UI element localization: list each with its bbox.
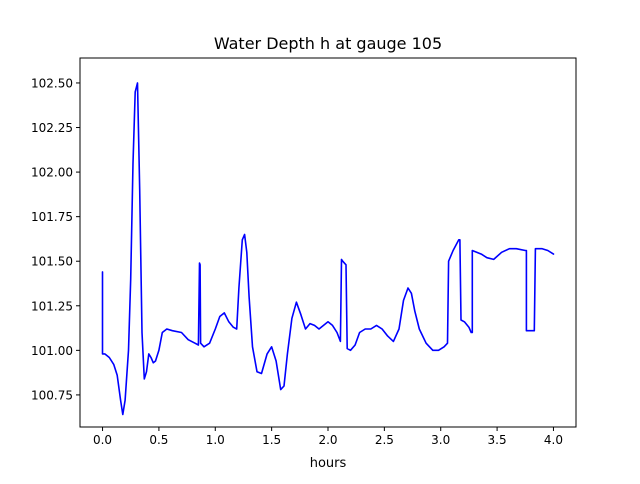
y-axis: 100.75 101.00 101.25 101.50 101.75 102.00 102.… xyxy=(31,76,80,402)
x-axis-label: hours xyxy=(310,456,347,471)
x-tick-label: 2.0 xyxy=(318,433,337,447)
x-tick-label: 0.0 xyxy=(93,433,112,447)
x-tick-label: 2.5 xyxy=(375,433,394,447)
plot-area xyxy=(101,82,555,416)
y-tick-label: 102.00 xyxy=(31,166,73,180)
x-tick-label: 0.5 xyxy=(149,433,168,447)
x-tick-label: 1.5 xyxy=(262,433,281,447)
y-tick-label: 100.75 xyxy=(31,388,73,402)
y-tick-label: 101.00 xyxy=(31,344,73,358)
series-line xyxy=(101,82,555,416)
x-tick-label: 4.0 xyxy=(544,433,563,447)
y-tick-label: 102.50 xyxy=(31,76,73,90)
x-tick-label: 3.0 xyxy=(431,433,450,447)
y-tick-label: 102.25 xyxy=(31,121,73,135)
chart-title: Water Depth h at gauge 105 xyxy=(214,34,442,53)
x-tick-label: 1.0 xyxy=(206,433,225,447)
x-axis: 0.0 0.5 1.0 1.5 2.0 2.5 3.0 3.5 4.0 xyxy=(93,427,563,447)
y-tick-label: 101.25 xyxy=(31,299,73,313)
y-tick-label: 101.50 xyxy=(31,255,73,269)
x-tick-label: 3.5 xyxy=(488,433,507,447)
y-tick-label: 101.75 xyxy=(31,210,73,224)
